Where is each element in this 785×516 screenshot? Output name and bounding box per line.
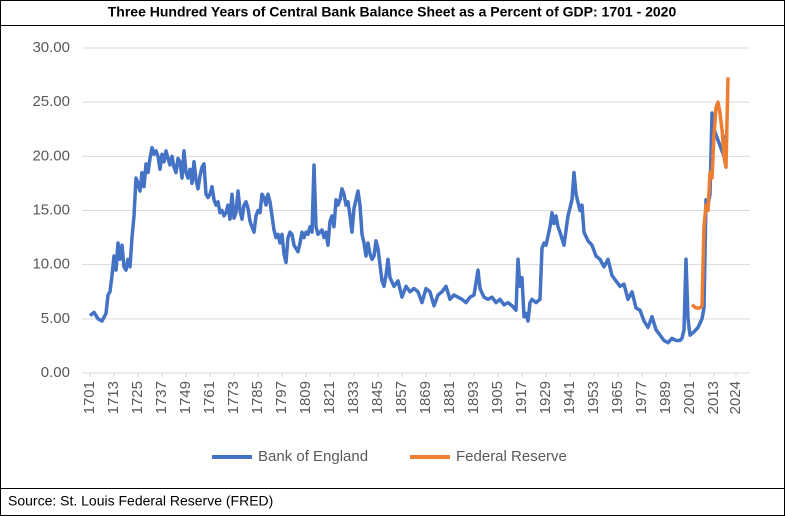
x-tick-label: 1761 xyxy=(201,381,218,414)
x-tick-label: 1929 xyxy=(537,381,554,414)
x-tick-label: 1809 xyxy=(297,381,314,414)
x-tick-label: 1833 xyxy=(345,381,362,414)
source: Source: St. Louis Federal Reserve (FRED) xyxy=(8,493,273,509)
y-tick-label: 15.00 xyxy=(32,201,70,218)
x-tick-label: 1785 xyxy=(249,381,266,414)
x-tick-label: 1713 xyxy=(105,381,122,414)
x-tick-label: 1845 xyxy=(369,381,386,414)
series-line xyxy=(690,77,730,310)
x-tick-label: 1797 xyxy=(273,381,290,414)
x-tick-label: 1821 xyxy=(321,381,338,414)
x-tick-label: 1749 xyxy=(177,381,194,414)
legend-label: Federal Reserve xyxy=(456,448,567,465)
legend-label: Bank of England xyxy=(258,448,368,465)
x-tick-label: 1989 xyxy=(657,381,674,414)
x-tick-label: 2024 xyxy=(727,381,744,414)
x-tick-label: 1905 xyxy=(489,381,506,414)
x-tick-label: 1881 xyxy=(441,381,458,414)
y-tick-label: 20.00 xyxy=(32,147,70,164)
x-tick-label: 2013 xyxy=(705,381,722,414)
x-tick-label: 1773 xyxy=(225,381,242,414)
x-tick-label: 1869 xyxy=(417,381,434,414)
series-line xyxy=(88,111,728,345)
x-tick-label: 1965 xyxy=(609,381,626,414)
chart-title: Three Hundred Years of Central Bank Bala… xyxy=(108,4,677,20)
x-tick-label: 1953 xyxy=(585,381,602,414)
y-tick-label: 30.00 xyxy=(32,39,70,56)
x-tick-label: 1977 xyxy=(633,381,650,414)
y-tick-label: 25.00 xyxy=(32,93,70,110)
x-tick-label: 1941 xyxy=(561,381,578,414)
y-tick-label: 0.00 xyxy=(41,364,70,381)
y-tick-label: 5.00 xyxy=(41,310,70,327)
x-tick-label: 1725 xyxy=(129,381,146,414)
x-tick-label: 1893 xyxy=(465,381,482,414)
x-tick-label: 2001 xyxy=(681,381,698,414)
y-tick-label: 10.00 xyxy=(32,256,70,273)
x-tick-label: 1737 xyxy=(153,381,170,414)
x-tick-label: 1857 xyxy=(393,381,410,414)
x-tick-label: 1917 xyxy=(513,381,530,414)
x-tick-label: 1701 xyxy=(81,381,98,414)
